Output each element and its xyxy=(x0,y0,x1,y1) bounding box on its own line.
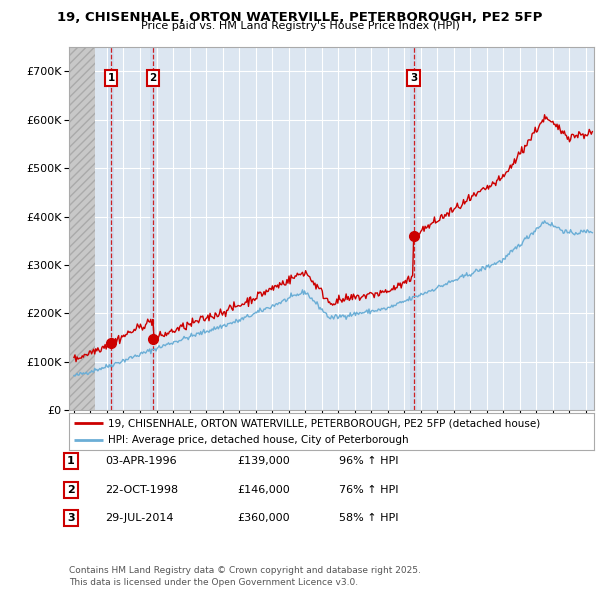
Text: 3: 3 xyxy=(67,513,74,523)
Bar xyxy=(410,47,417,410)
Text: HPI: Average price, detached house, City of Peterborough: HPI: Average price, detached house, City… xyxy=(109,435,409,445)
Bar xyxy=(108,47,115,410)
Text: 29-JUL-2014: 29-JUL-2014 xyxy=(105,513,173,523)
Text: 03-APR-1996: 03-APR-1996 xyxy=(105,457,176,466)
Text: Price paid vs. HM Land Registry's House Price Index (HPI): Price paid vs. HM Land Registry's House … xyxy=(140,21,460,31)
Text: 96% ↑ HPI: 96% ↑ HPI xyxy=(339,457,398,466)
Bar xyxy=(69,47,95,410)
Text: £146,000: £146,000 xyxy=(237,485,290,494)
Text: £139,000: £139,000 xyxy=(237,457,290,466)
Text: 76% ↑ HPI: 76% ↑ HPI xyxy=(339,485,398,494)
Text: 19, CHISENHALE, ORTON WATERVILLE, PETERBOROUGH, PE2 5FP: 19, CHISENHALE, ORTON WATERVILLE, PETERB… xyxy=(58,11,542,24)
Text: 19, CHISENHALE, ORTON WATERVILLE, PETERBOROUGH, PE2 5FP (detached house): 19, CHISENHALE, ORTON WATERVILLE, PETERB… xyxy=(109,418,541,428)
Bar xyxy=(150,47,157,410)
Text: 22-OCT-1998: 22-OCT-1998 xyxy=(105,485,178,494)
Text: 1: 1 xyxy=(67,457,74,466)
Text: 2: 2 xyxy=(149,73,157,83)
Text: 2: 2 xyxy=(67,485,74,494)
Text: 1: 1 xyxy=(107,73,115,83)
Text: Contains HM Land Registry data © Crown copyright and database right 2025.
This d: Contains HM Land Registry data © Crown c… xyxy=(69,566,421,587)
Text: 58% ↑ HPI: 58% ↑ HPI xyxy=(339,513,398,523)
Text: £360,000: £360,000 xyxy=(237,513,290,523)
Text: 3: 3 xyxy=(410,73,417,83)
